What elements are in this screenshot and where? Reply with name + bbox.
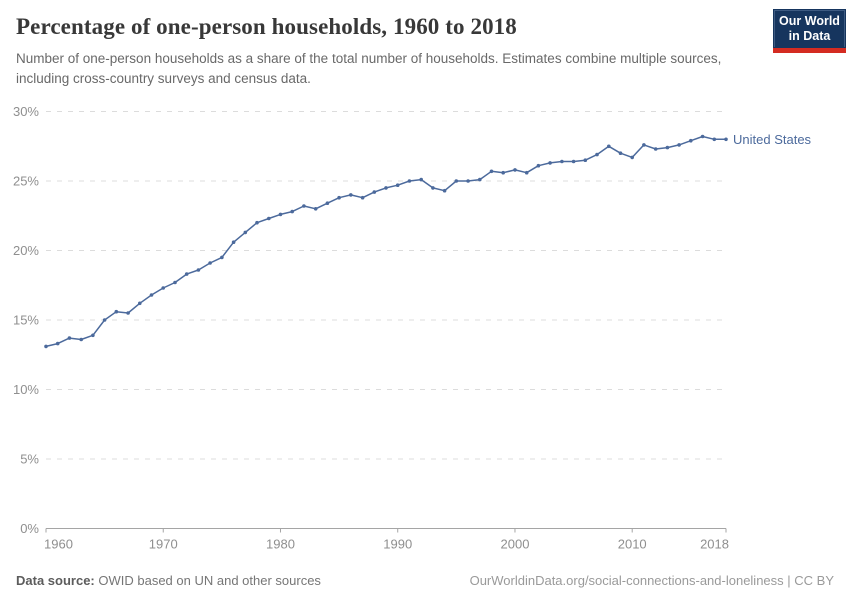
y-tick-label: 30% [13,104,39,119]
data-point [630,155,634,160]
x-tick-label: 1990 [383,537,412,552]
data-point [55,341,60,346]
data-point [313,207,318,211]
data-point [700,134,705,139]
data-point [548,161,552,165]
data-point [325,201,330,205]
data-point [466,179,470,183]
data-point [349,193,353,197]
x-tick-label: 2010 [618,537,647,552]
data-point [524,170,529,175]
x-tick-label: 2000 [501,537,530,552]
credit-url: OurWorldinData.org/social-connections-an… [469,573,834,588]
data-point [290,209,295,214]
data-point [278,212,283,217]
data-point [372,190,377,194]
data-point [360,195,365,200]
data-point [642,143,646,147]
data-source-note: Data source: OWID based on UN and other … [16,573,321,588]
y-tick-label: 20% [13,243,39,258]
series-line [45,135,726,348]
y-tick-label: 15% [13,313,39,328]
data-point [536,163,541,168]
y-tick-label: 0% [20,521,39,536]
data-point [220,255,224,260]
data-point [583,158,588,162]
data-point [712,137,717,142]
data-point [255,220,259,225]
data-point [161,286,165,290]
data-point [407,179,412,183]
data-point [395,183,400,187]
logo-line-2: in Data [788,29,831,43]
data-point [44,344,48,349]
data-point [337,195,341,200]
data-point [419,177,424,182]
data-point [173,280,177,285]
data-point [67,336,72,340]
data-point [478,177,482,182]
data-point [267,216,271,221]
data-source-label: Data source: [16,573,95,588]
data-point [126,311,130,315]
data-point [442,188,447,193]
chart-subtitle: Number of one-person households as a sha… [16,51,722,86]
data-point [149,293,154,297]
data-source-value: OWID based on UN and other sources [98,573,321,588]
data-point [653,147,658,151]
x-tick-label: 1960 [44,537,73,552]
y-tick-label: 10% [13,382,39,397]
data-point [595,152,599,157]
data-point [208,261,212,265]
data-point [513,168,517,172]
data-point [102,318,107,322]
series-end-label: United States [733,132,812,147]
data-point [138,301,142,306]
logo-line-1: Our World [779,14,840,29]
chart-title: Percentage of one-person households, 196… [16,14,517,39]
x-axis: 1960 1970 1980 1990 2000 2010 2018 [44,528,729,552]
data-point [384,186,388,190]
series-united-states: United States [44,132,812,349]
data-point [431,186,435,190]
data-point [184,272,189,276]
data-point [79,337,83,342]
data-point [689,138,693,143]
data-point [501,170,506,175]
y-gridlines: 0% 5% 10% 15% 20% 25% 30% [13,104,726,536]
data-point [607,144,611,149]
data-point [231,240,236,244]
data-point [618,151,623,155]
y-tick-label: 25% [13,174,39,189]
data-point [560,159,564,164]
x-tick-label: 1980 [266,537,295,552]
data-point [677,143,681,147]
chart-footer: Data source: OWID based on UN and other … [16,573,834,588]
data-point [91,333,95,338]
x-tick-label: 1970 [149,537,178,552]
chart-header: Percentage of one-person households, 196… [16,14,760,89]
data-point [114,309,119,314]
data-point [302,204,306,208]
data-point [724,137,728,142]
y-tick-label: 5% [20,452,39,467]
data-point [196,268,201,272]
data-point [454,179,459,183]
data-point [665,145,670,150]
data-point [489,169,494,174]
logo-red-stripe [773,48,846,53]
x-tick-label: 2018 [700,537,729,552]
owid-logo: Our World in Data [773,9,846,48]
data-point [243,230,248,235]
data-point [571,159,576,164]
